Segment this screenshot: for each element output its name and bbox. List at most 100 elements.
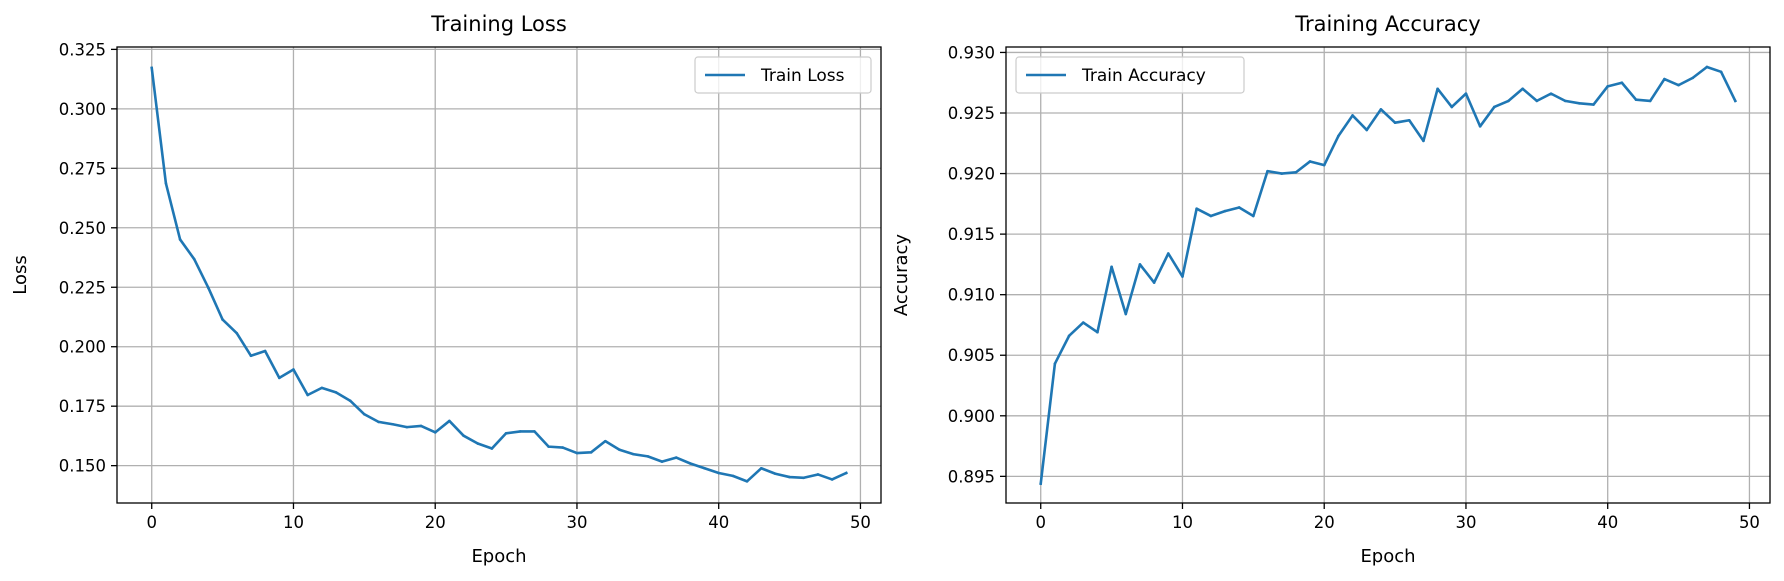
x-tick-label: 20 (425, 513, 446, 532)
data-point (377, 420, 380, 424)
data-point (1450, 105, 1454, 109)
data-point (1436, 87, 1439, 91)
data-point (462, 434, 465, 437)
y-tick-label: 0.915 (948, 225, 995, 244)
data-point (391, 422, 394, 426)
x-tick-label: 0 (146, 513, 157, 532)
data-point (1563, 99, 1567, 103)
data-point (405, 425, 409, 429)
data-point (1152, 281, 1156, 284)
data-point (1223, 209, 1227, 213)
y-tick-label: 0.150 (59, 457, 106, 476)
data-point (703, 466, 706, 470)
legend-entry: Train Accuracy (1081, 66, 1206, 86)
x-tick-label: 10 (283, 513, 304, 532)
data-point (207, 286, 210, 290)
data-point (1493, 105, 1496, 109)
data-point (1478, 125, 1482, 128)
x-tick-label: 40 (708, 513, 729, 532)
data-point (646, 455, 650, 458)
y-tick-label: 0.200 (59, 338, 106, 357)
data-point (1705, 65, 1709, 69)
data-point (1351, 114, 1354, 117)
data-point (1280, 172, 1283, 175)
data-point (561, 446, 565, 449)
data-point (1691, 76, 1695, 80)
data-point (221, 318, 224, 321)
data-point (164, 182, 168, 185)
y-tick-label: 0.925 (948, 104, 995, 123)
data-point (1592, 103, 1595, 106)
data-point (419, 424, 423, 428)
loss-legend: Train Loss (694, 56, 872, 94)
x-tick-label: 20 (1314, 513, 1335, 532)
data-point (263, 349, 267, 353)
data-point (1138, 263, 1142, 266)
data-point (1464, 92, 1468, 95)
data-point (759, 466, 763, 470)
data-point (788, 475, 791, 479)
accuracy-chart-title: Training Accuracy (1294, 12, 1480, 36)
legend-frame (1015, 56, 1245, 94)
data-point (1322, 163, 1326, 167)
loss-chart: 0 10 20 30 40 50 0.150 0.175 0.200 0.225 0.250 0.27… (10, 12, 882, 567)
data-point (1039, 482, 1043, 485)
data-point (1337, 134, 1340, 138)
data-point (1067, 334, 1071, 338)
data-point (1393, 121, 1397, 124)
data-point (306, 393, 309, 397)
data-point (1096, 330, 1099, 334)
y-tick-label: 0.895 (948, 467, 995, 486)
axes-frame (116, 46, 882, 504)
data-point (1308, 160, 1312, 163)
data-point (348, 399, 352, 403)
y-tick-label: 0.250 (59, 219, 106, 238)
series-line-0 (150, 66, 848, 483)
data-point (1648, 99, 1652, 103)
data-point (1606, 85, 1609, 88)
axes-frame (1005, 46, 1771, 504)
data-point (731, 474, 735, 478)
y-tick-label: 0.900 (948, 407, 995, 426)
data-point (604, 439, 607, 443)
loss-chart-title: Training Loss (430, 12, 567, 36)
data-point (235, 331, 239, 335)
data-point (1365, 128, 1369, 132)
y-tick-label: 0.910 (948, 286, 995, 305)
data-point (717, 471, 720, 475)
x-tick-label: 50 (1739, 513, 1760, 532)
data-point (802, 476, 806, 480)
y-tick-label: 0.175 (59, 397, 106, 416)
data-point (448, 419, 451, 423)
data-point (320, 386, 324, 390)
loss-y-axis-label: Loss (10, 255, 31, 294)
x-tick-label: 10 (1172, 513, 1193, 532)
y-tick-label: 0.905 (948, 346, 995, 365)
data-point (1195, 207, 1198, 210)
data-point (1294, 171, 1298, 174)
legend-frame (694, 56, 872, 94)
data-point (774, 472, 777, 476)
data-point (533, 430, 536, 433)
data-point (1266, 169, 1269, 173)
data-point (1634, 98, 1638, 101)
data-point (1252, 214, 1255, 218)
series-line-0 (1039, 65, 1738, 486)
data-point (589, 451, 593, 454)
data-point (1181, 275, 1184, 278)
y-tick-label: 0.300 (59, 100, 106, 119)
data-point (334, 391, 338, 394)
data-point (1549, 92, 1553, 95)
data-point (1677, 83, 1680, 87)
data-point (1209, 214, 1213, 218)
data-point (1237, 206, 1241, 209)
data-point (504, 432, 508, 435)
x-tick-label: 50 (850, 513, 871, 532)
data-point (632, 452, 635, 456)
data-point (830, 478, 834, 481)
data-point (292, 368, 295, 371)
data-point (1620, 81, 1624, 85)
data-point (1733, 99, 1737, 103)
data-point (178, 238, 182, 241)
